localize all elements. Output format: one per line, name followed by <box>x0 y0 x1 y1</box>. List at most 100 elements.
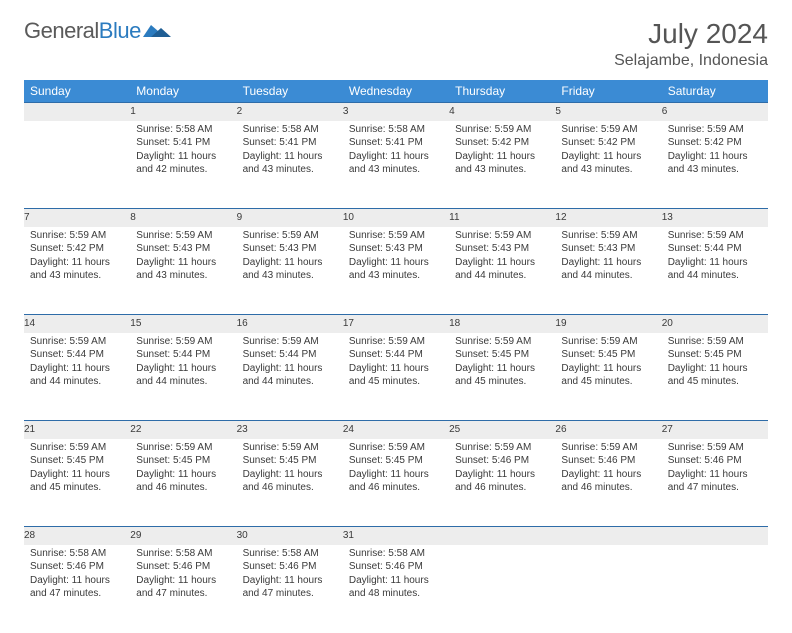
day-number: 2 <box>237 103 343 121</box>
weekday-header: Thursday <box>449 80 555 103</box>
day-number: 14 <box>24 315 130 333</box>
daynum-row: 78910111213 <box>24 209 768 227</box>
weekday-header: Sunday <box>24 80 130 103</box>
day-number: 8 <box>130 209 236 227</box>
day-cell: Sunrise: 5:58 AM Sunset: 5:46 PM Dayligh… <box>130 545 236 633</box>
day-details: Sunrise: 5:59 AM Sunset: 5:43 PM Dayligh… <box>237 227 343 287</box>
day-cell: Sunrise: 5:59 AM Sunset: 5:45 PM Dayligh… <box>555 333 661 421</box>
day-cell: Sunrise: 5:59 AM Sunset: 5:44 PM Dayligh… <box>662 227 768 315</box>
day-details: Sunrise: 5:58 AM Sunset: 5:46 PM Dayligh… <box>24 545 130 605</box>
daynum-row: 123456 <box>24 103 768 121</box>
day-number: 21 <box>24 421 130 439</box>
day-details: Sunrise: 5:59 AM Sunset: 5:46 PM Dayligh… <box>555 439 661 499</box>
day-details: Sunrise: 5:59 AM Sunset: 5:45 PM Dayligh… <box>555 333 661 393</box>
month-title: July 2024 <box>614 18 768 50</box>
day-number: 29 <box>130 527 236 545</box>
day-cell: Sunrise: 5:58 AM Sunset: 5:41 PM Dayligh… <box>237 121 343 209</box>
day-cell: Sunrise: 5:59 AM Sunset: 5:42 PM Dayligh… <box>24 227 130 315</box>
page-header: GeneralBlue July 2024 Selajambe, Indones… <box>24 18 768 70</box>
weekday-header: Saturday <box>662 80 768 103</box>
day-number: 16 <box>237 315 343 333</box>
day-cell <box>449 545 555 633</box>
day-cell: Sunrise: 5:58 AM Sunset: 5:46 PM Dayligh… <box>237 545 343 633</box>
logo-text: GeneralBlue <box>24 18 141 44</box>
day-number: 6 <box>662 103 768 121</box>
day-number: 30 <box>237 527 343 545</box>
week-row: Sunrise: 5:58 AM Sunset: 5:41 PM Dayligh… <box>24 121 768 209</box>
day-cell: Sunrise: 5:59 AM Sunset: 5:45 PM Dayligh… <box>24 439 130 527</box>
day-number <box>24 103 130 121</box>
calendar-page: GeneralBlue July 2024 Selajambe, Indones… <box>0 0 792 633</box>
day-number <box>449 527 555 545</box>
day-details: Sunrise: 5:59 AM Sunset: 5:43 PM Dayligh… <box>130 227 236 287</box>
day-cell: Sunrise: 5:59 AM Sunset: 5:43 PM Dayligh… <box>449 227 555 315</box>
day-number: 4 <box>449 103 555 121</box>
day-cell: Sunrise: 5:59 AM Sunset: 5:43 PM Dayligh… <box>343 227 449 315</box>
day-details: Sunrise: 5:59 AM Sunset: 5:44 PM Dayligh… <box>662 227 768 287</box>
day-number: 3 <box>343 103 449 121</box>
day-details: Sunrise: 5:59 AM Sunset: 5:42 PM Dayligh… <box>662 121 768 181</box>
day-number: 24 <box>343 421 449 439</box>
day-number: 13 <box>662 209 768 227</box>
day-cell: Sunrise: 5:59 AM Sunset: 5:42 PM Dayligh… <box>662 121 768 209</box>
location-label: Selajambe, Indonesia <box>614 52 768 70</box>
calendar-table: Sunday Monday Tuesday Wednesday Thursday… <box>24 80 768 633</box>
day-cell: Sunrise: 5:59 AM Sunset: 5:43 PM Dayligh… <box>130 227 236 315</box>
day-cell: Sunrise: 5:59 AM Sunset: 5:46 PM Dayligh… <box>555 439 661 527</box>
day-number: 9 <box>237 209 343 227</box>
weekday-header: Monday <box>130 80 236 103</box>
day-number: 27 <box>662 421 768 439</box>
day-number: 23 <box>237 421 343 439</box>
day-cell: Sunrise: 5:59 AM Sunset: 5:43 PM Dayligh… <box>237 227 343 315</box>
day-cell: Sunrise: 5:59 AM Sunset: 5:43 PM Dayligh… <box>555 227 661 315</box>
day-details: Sunrise: 5:59 AM Sunset: 5:45 PM Dayligh… <box>237 439 343 499</box>
weekday-header: Friday <box>555 80 661 103</box>
day-cell: Sunrise: 5:58 AM Sunset: 5:41 PM Dayligh… <box>343 121 449 209</box>
daynum-row: 28293031 <box>24 527 768 545</box>
day-number: 19 <box>555 315 661 333</box>
weekday-header-row: Sunday Monday Tuesday Wednesday Thursday… <box>24 80 768 103</box>
daynum-row: 14151617181920 <box>24 315 768 333</box>
day-details: Sunrise: 5:59 AM Sunset: 5:44 PM Dayligh… <box>237 333 343 393</box>
daynum-row: 21222324252627 <box>24 421 768 439</box>
day-number: 22 <box>130 421 236 439</box>
day-details: Sunrise: 5:58 AM Sunset: 5:41 PM Dayligh… <box>130 121 236 181</box>
calendar-body: 123456Sunrise: 5:58 AM Sunset: 5:41 PM D… <box>24 103 768 633</box>
day-number <box>555 527 661 545</box>
day-number: 15 <box>130 315 236 333</box>
day-details: Sunrise: 5:59 AM Sunset: 5:45 PM Dayligh… <box>343 439 449 499</box>
day-number: 26 <box>555 421 661 439</box>
day-details: Sunrise: 5:58 AM Sunset: 5:41 PM Dayligh… <box>237 121 343 181</box>
logo: GeneralBlue <box>24 18 171 44</box>
day-details: Sunrise: 5:59 AM Sunset: 5:45 PM Dayligh… <box>130 439 236 499</box>
day-cell: Sunrise: 5:59 AM Sunset: 5:45 PM Dayligh… <box>237 439 343 527</box>
week-row: Sunrise: 5:59 AM Sunset: 5:42 PM Dayligh… <box>24 227 768 315</box>
day-details: Sunrise: 5:59 AM Sunset: 5:45 PM Dayligh… <box>449 333 555 393</box>
day-cell: Sunrise: 5:59 AM Sunset: 5:45 PM Dayligh… <box>449 333 555 421</box>
day-details: Sunrise: 5:59 AM Sunset: 5:45 PM Dayligh… <box>24 439 130 499</box>
day-cell: Sunrise: 5:59 AM Sunset: 5:45 PM Dayligh… <box>130 439 236 527</box>
day-number: 10 <box>343 209 449 227</box>
day-cell <box>24 121 130 209</box>
day-cell: Sunrise: 5:58 AM Sunset: 5:41 PM Dayligh… <box>130 121 236 209</box>
week-row: Sunrise: 5:58 AM Sunset: 5:46 PM Dayligh… <box>24 545 768 633</box>
weekday-header: Tuesday <box>237 80 343 103</box>
day-number <box>662 527 768 545</box>
day-details: Sunrise: 5:59 AM Sunset: 5:42 PM Dayligh… <box>555 121 661 181</box>
day-details: Sunrise: 5:59 AM Sunset: 5:45 PM Dayligh… <box>662 333 768 393</box>
day-number: 7 <box>24 209 130 227</box>
day-cell: Sunrise: 5:59 AM Sunset: 5:45 PM Dayligh… <box>662 333 768 421</box>
day-cell: Sunrise: 5:59 AM Sunset: 5:44 PM Dayligh… <box>24 333 130 421</box>
day-details: Sunrise: 5:58 AM Sunset: 5:41 PM Dayligh… <box>343 121 449 181</box>
day-details: Sunrise: 5:59 AM Sunset: 5:46 PM Dayligh… <box>662 439 768 499</box>
day-details: Sunrise: 5:59 AM Sunset: 5:44 PM Dayligh… <box>24 333 130 393</box>
day-details: Sunrise: 5:59 AM Sunset: 5:43 PM Dayligh… <box>555 227 661 287</box>
day-details: Sunrise: 5:59 AM Sunset: 5:44 PM Dayligh… <box>343 333 449 393</box>
day-cell: Sunrise: 5:59 AM Sunset: 5:44 PM Dayligh… <box>237 333 343 421</box>
day-details: Sunrise: 5:59 AM Sunset: 5:44 PM Dayligh… <box>130 333 236 393</box>
logo-word-2: Blue <box>99 18 141 43</box>
day-details: Sunrise: 5:59 AM Sunset: 5:42 PM Dayligh… <box>24 227 130 287</box>
day-number: 1 <box>130 103 236 121</box>
day-details: Sunrise: 5:58 AM Sunset: 5:46 PM Dayligh… <box>343 545 449 605</box>
day-cell: Sunrise: 5:58 AM Sunset: 5:46 PM Dayligh… <box>24 545 130 633</box>
